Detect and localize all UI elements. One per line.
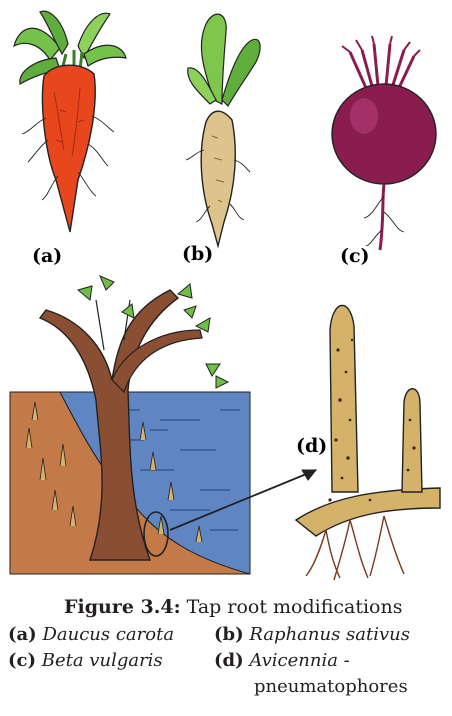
panel-label-a: (a) [32,245,62,267]
caption-title: Figure 3.4: Tap root modifications [64,596,402,618]
figure-title: Tap root modifications [186,596,403,618]
legend-species-b: Raphanus sativus [249,624,411,645]
legend-item-a: (a) Daucus carota [8,624,174,646]
legend-species-d: Avicennia - [249,650,350,671]
pneumatophore-detail [294,304,441,581]
panel-label-d: (d) [296,435,327,457]
figure-number: Figure 3.4: [64,596,181,618]
mangrove-scene [9,275,318,575]
legend-key-b: (b) [214,624,244,645]
legend-extra-d: pneumatophores [254,676,408,698]
legend-item-c: (c) Beta vulgaris [8,650,163,672]
legend-item-b: (b) Raphanus sativus [214,624,410,646]
legend-key-d: (d) [214,650,244,671]
carrot-drawing [13,10,127,233]
tap-root-illustration: (a) (b) (c) [9,10,441,581]
panel-label-c: (c) [340,245,370,267]
legend-key-c: (c) [8,650,36,671]
legend-species-c: Beta vulgaris [41,650,163,671]
legend-extra-d-text: pneumatophores [254,676,408,697]
legend-key-a: (a) [8,624,37,645]
legend-item-d: (d) Avicennia - [214,650,350,672]
beetroot-drawing [331,35,437,251]
legend-species-a: Daucus carota [42,624,175,645]
radish-drawing [185,13,261,249]
panel-label-b: (b) [182,243,213,265]
